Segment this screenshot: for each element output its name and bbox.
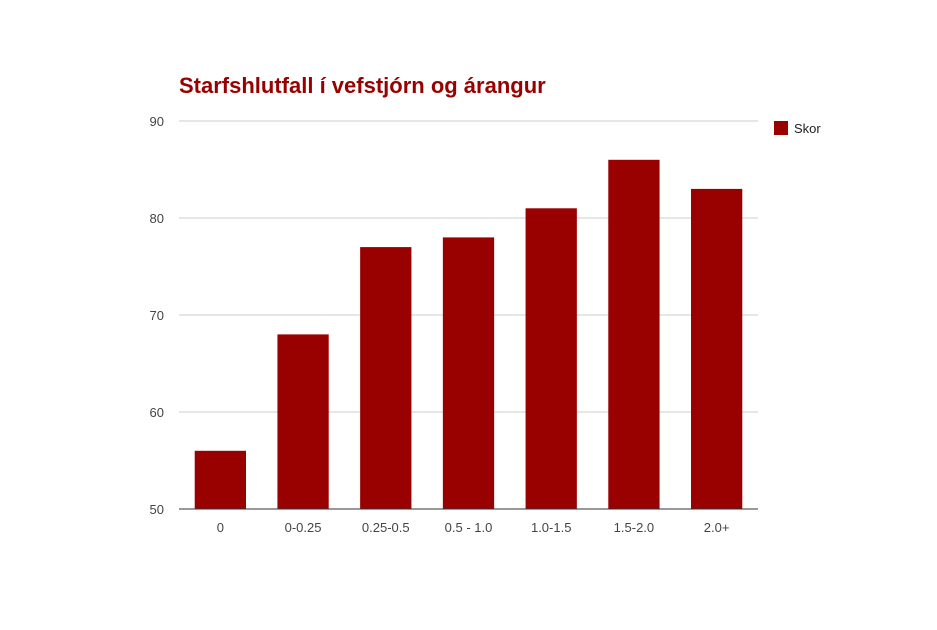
bar-0 xyxy=(194,450,246,509)
x-tick-label: 1.5-2.0 xyxy=(614,520,654,535)
x-tick-label: 0.25-0.5 xyxy=(362,520,410,535)
bar-6 xyxy=(691,188,743,509)
y-tick-label: 50 xyxy=(150,502,164,517)
y-tick-label: 80 xyxy=(150,211,164,226)
bar-5 xyxy=(608,159,660,510)
legend-label: Skor xyxy=(794,121,821,136)
x-tick-label: 2.0+ xyxy=(704,520,730,535)
bar-2 xyxy=(360,247,412,509)
x-tick-label: 1.0-1.5 xyxy=(531,520,571,535)
x-tick-label: 0-0.25 xyxy=(285,520,322,535)
bars xyxy=(194,159,743,510)
y-tick-label: 70 xyxy=(150,308,164,323)
y-tick-label: 60 xyxy=(150,405,164,420)
legend: Skor xyxy=(774,121,821,136)
x-axis-labels: 0 0-0.25 0.25-0.5 0.5 - 1.0 1.0-1.5 1.5-2.0 2.… xyxy=(217,520,730,535)
bar-1 xyxy=(277,334,329,509)
x-tick-label: 0 xyxy=(217,520,224,535)
legend-swatch xyxy=(774,121,788,135)
chart-title: Starfshlutfall í vefstjórn og árangur xyxy=(179,73,546,98)
y-tick-label: 90 xyxy=(150,114,164,129)
x-tick-label: 0.5 - 1.0 xyxy=(445,520,493,535)
bar-3 xyxy=(442,237,495,509)
y-axis-labels: 50 60 70 80 90 xyxy=(150,114,164,517)
bar-4 xyxy=(525,208,577,510)
